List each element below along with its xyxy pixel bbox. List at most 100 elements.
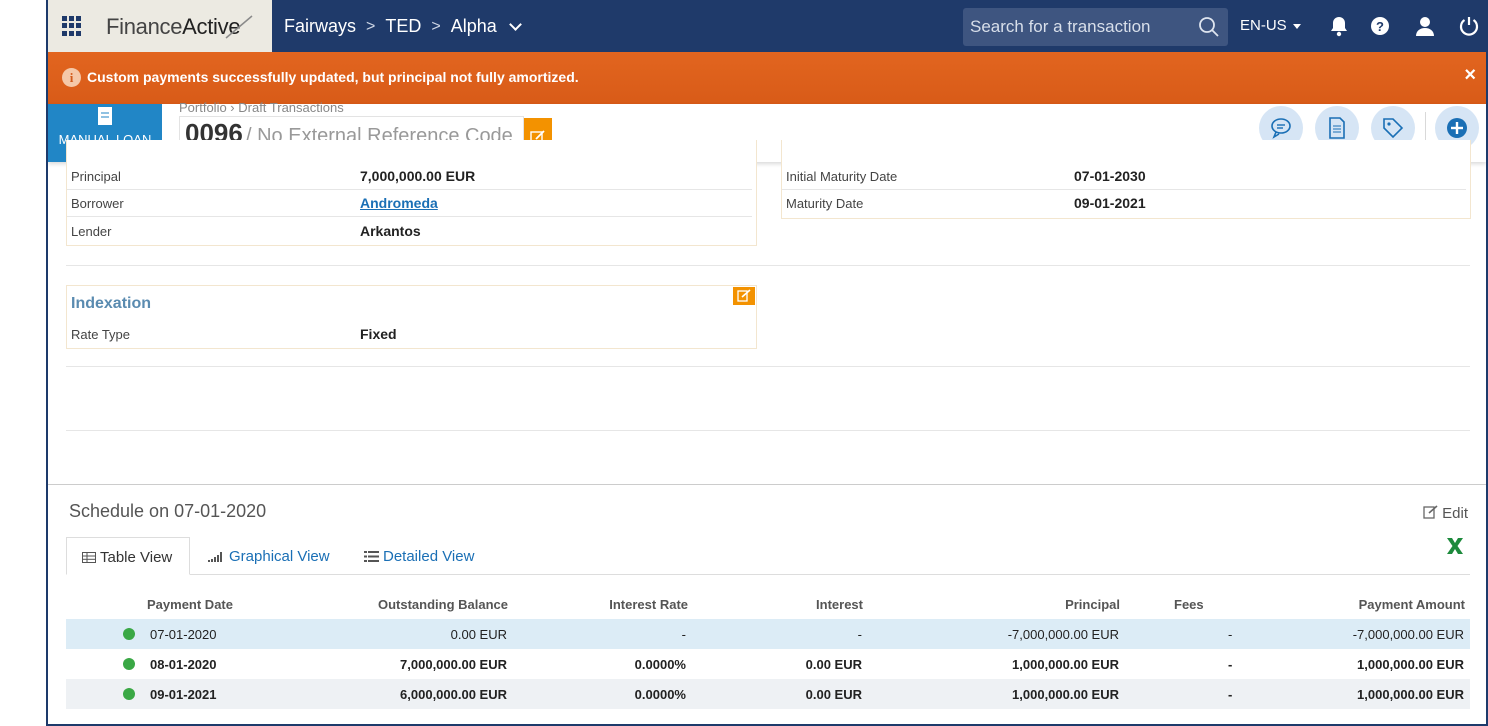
cell-interest: 0.00 EUR bbox=[805, 687, 862, 702]
cell-rate: 0.0000% bbox=[634, 657, 686, 672]
notification-message: Custom payments successfully updated, bu… bbox=[87, 69, 579, 85]
schedule-edit-button[interactable]: Edit bbox=[1423, 505, 1468, 522]
header-divider bbox=[1425, 112, 1426, 148]
section-divider bbox=[66, 430, 1470, 431]
cell-interest: - bbox=[857, 627, 862, 642]
column-header[interactable]: Interest Rate bbox=[609, 597, 688, 612]
excel-icon[interactable] bbox=[1445, 537, 1465, 555]
info-icon: i bbox=[62, 68, 81, 87]
close-icon[interactable]: × bbox=[1464, 64, 1476, 86]
column-header[interactable]: Payment Amount bbox=[1358, 597, 1465, 612]
detail-row-rate-type: Rate Type Fixed bbox=[67, 320, 752, 348]
table-row[interactable]: 08-01-2020 7,000,000.00 EUR 0.0000% 0.00… bbox=[66, 649, 1470, 679]
detail-label: Principal bbox=[71, 169, 121, 184]
logo-slash-icon bbox=[225, 15, 253, 39]
table-row[interactable]: 09-01-2021 6,000,000.00 EUR 0.0000% 0.00… bbox=[66, 679, 1470, 709]
app-window: FinanceActive Fairways > TED > Alpha EN-… bbox=[46, 0, 1488, 726]
cell-principal: 1,000,000.00 EUR bbox=[1012, 687, 1119, 702]
detail-value: Andromeda bbox=[360, 195, 438, 211]
user-icon[interactable] bbox=[1414, 15, 1436, 37]
add-icon bbox=[1447, 118, 1467, 138]
breadcrumb-item-ted[interactable]: TED bbox=[385, 16, 422, 36]
table-icon bbox=[82, 552, 96, 563]
help-icon[interactable]: ? bbox=[1369, 15, 1391, 37]
detail-label: Initial Maturity Date bbox=[786, 169, 898, 184]
language-label: EN-US bbox=[1240, 17, 1287, 34]
language-selector[interactable]: EN-US bbox=[1240, 17, 1301, 34]
borrower-link[interactable]: Andromeda bbox=[360, 195, 438, 211]
column-header[interactable]: Principal bbox=[1065, 597, 1120, 612]
pencil-icon bbox=[737, 289, 751, 302]
detail-value: 07-01-2030 bbox=[1074, 168, 1146, 184]
dates-panel: Initial Maturity Date 07-01-2030 Maturit… bbox=[781, 140, 1471, 219]
section-divider bbox=[66, 366, 1470, 367]
schedule-table-header: Payment Date Outstanding Balance Interes… bbox=[66, 597, 1470, 617]
column-header[interactable]: Interest bbox=[816, 597, 863, 612]
detail-row-principal: Principal 7,000,000.00 EUR bbox=[67, 162, 752, 190]
logo-prefix: Finance bbox=[106, 14, 183, 39]
cell-amount: 1,000,000.00 EUR bbox=[1357, 687, 1464, 702]
search-box bbox=[963, 8, 1228, 46]
caret-down-icon bbox=[1292, 23, 1301, 29]
search-input[interactable] bbox=[963, 8, 1183, 46]
detail-row-lender: Lender Arkantos bbox=[67, 217, 752, 245]
section-divider bbox=[66, 265, 1470, 266]
page-breadcrumb: Portfolio › Draft Transactions bbox=[179, 100, 344, 115]
logo[interactable]: FinanceActive bbox=[106, 14, 241, 40]
tab-label: Detailed View bbox=[383, 548, 475, 565]
row-divider bbox=[67, 189, 752, 190]
chevron-down-icon[interactable] bbox=[508, 17, 522, 31]
status-dot-icon bbox=[123, 628, 135, 640]
file-icon bbox=[1329, 117, 1345, 139]
tab-table-view[interactable]: Table View bbox=[66, 537, 190, 575]
breadcrumb-item-alpha[interactable]: Alpha bbox=[450, 16, 497, 36]
cell-rate: - bbox=[681, 627, 686, 642]
column-header[interactable]: Fees bbox=[1174, 597, 1204, 612]
breadcrumb-item-fairways[interactable]: Fairways bbox=[284, 16, 357, 36]
tab-graphical-view[interactable]: Graphical View bbox=[208, 537, 330, 575]
detail-label: Maturity Date bbox=[786, 196, 864, 211]
status-dot-icon bbox=[123, 688, 135, 700]
comment-icon bbox=[1271, 118, 1291, 139]
cell-balance: 6,000,000.00 EUR bbox=[400, 687, 507, 702]
power-icon[interactable] bbox=[1458, 15, 1480, 37]
cell-date: 09-01-2021 bbox=[150, 687, 217, 702]
search-icon[interactable] bbox=[1198, 16, 1220, 38]
grid-icon[interactable] bbox=[62, 16, 82, 36]
pencil-icon bbox=[1423, 505, 1438, 519]
schedule-tabs: Table View Graphical View Detailed View bbox=[66, 537, 1470, 575]
schedule-section: Schedule on 07-01-2020 Edit Table View G… bbox=[48, 484, 1486, 724]
cell-interest: 0.00 EUR bbox=[805, 657, 862, 672]
cell-principal: 1,000,000.00 EUR bbox=[1012, 657, 1119, 672]
svg-text:?: ? bbox=[1376, 19, 1384, 34]
cell-date: 08-01-2020 bbox=[150, 657, 217, 672]
cell-balance: 0.00 EUR bbox=[450, 627, 507, 642]
cell-rate: 0.0000% bbox=[634, 687, 686, 702]
column-header[interactable]: Outstanding Balance bbox=[377, 597, 508, 612]
cell-amount: -7,000,000.00 EUR bbox=[1352, 627, 1464, 642]
detail-value: 7,000,000.00 EUR bbox=[360, 168, 476, 184]
tag-icon bbox=[1383, 118, 1404, 139]
cell-fees: - bbox=[1228, 657, 1233, 672]
bar-chart-icon bbox=[208, 552, 222, 562]
edit-indexation-button[interactable] bbox=[733, 287, 755, 305]
row-divider bbox=[67, 216, 752, 217]
breadcrumb-separator-icon: > bbox=[366, 17, 376, 35]
column-header[interactable]: Payment Date bbox=[147, 597, 233, 612]
detail-value: Arkantos bbox=[360, 223, 421, 239]
bell-icon[interactable] bbox=[1328, 15, 1350, 37]
schedule-title: Schedule on 07-01-2020 bbox=[69, 501, 267, 521]
edit-label: Edit bbox=[1442, 505, 1468, 522]
detail-label: Rate Type bbox=[71, 327, 131, 342]
cell-fees: - bbox=[1228, 687, 1233, 702]
list-icon bbox=[364, 551, 379, 562]
loan-details-panel: Principal 7,000,000.00 EUR Borrower Andr… bbox=[66, 140, 757, 246]
top-nav: FinanceActive Fairways > TED > Alpha EN-… bbox=[48, 0, 1486, 52]
detail-row-maturity: Maturity Date 09-01-2021 bbox=[782, 189, 1466, 217]
table-row[interactable]: 07-01-2020 0.00 EUR - - -7,000,000.00 EU… bbox=[66, 619, 1470, 649]
breadcrumb: Fairways > TED > Alpha bbox=[284, 16, 522, 37]
indexation-title: Indexation bbox=[71, 295, 152, 312]
tab-label: Graphical View bbox=[229, 548, 330, 565]
detail-label: Borrower bbox=[71, 196, 124, 211]
tab-detailed-view[interactable]: Detailed View bbox=[364, 537, 474, 575]
